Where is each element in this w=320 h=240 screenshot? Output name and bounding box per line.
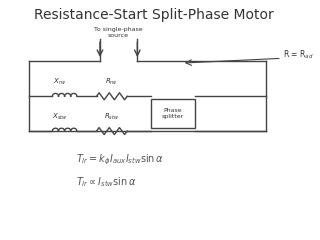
Text: $X_{rw}$: $X_{rw}$ (53, 77, 66, 87)
Text: $T_{lr} = k_{\phi} I_{aux} I_{stw} \sin\alpha$: $T_{lr} = k_{\phi} I_{aux} I_{stw} \sin\… (76, 152, 164, 167)
Text: $T_{lr} \propto I_{stw} \sin\alpha$: $T_{lr} \propto I_{stw} \sin\alpha$ (76, 175, 137, 189)
Text: Phase
splitter: Phase splitter (162, 108, 184, 119)
Bar (151, 99, 195, 128)
Text: R = R$_{ad}$: R = R$_{ad}$ (284, 49, 314, 61)
Text: To single-phase
source: To single-phase source (94, 27, 143, 38)
Text: Resistance-Start Split-Phase Motor: Resistance-Start Split-Phase Motor (35, 8, 274, 22)
Text: $R_{rw}$: $R_{rw}$ (105, 77, 118, 87)
Text: $R_{stw}$: $R_{stw}$ (104, 112, 119, 122)
Text: $X_{stw}$: $X_{stw}$ (52, 112, 68, 122)
